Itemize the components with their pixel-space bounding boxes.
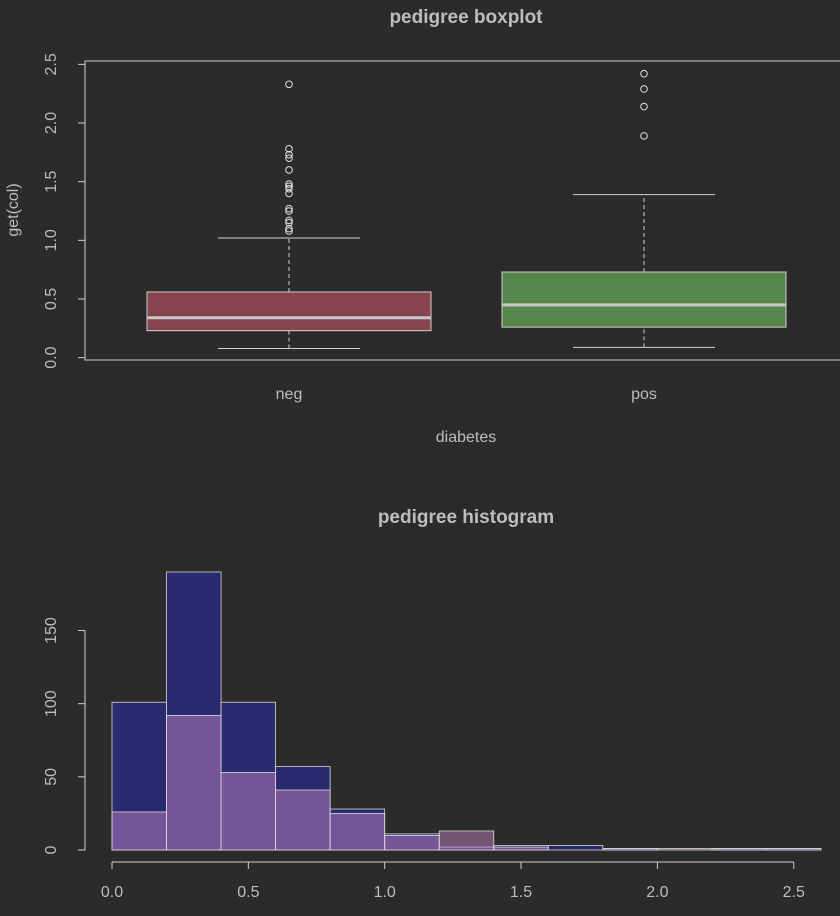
x-tick-label: 1.0: [374, 884, 396, 901]
outlier: [285, 216, 293, 225]
outlier: [285, 189, 293, 198]
y-tick-label: 0.0: [43, 346, 60, 368]
x-tick-label: 0.5: [237, 884, 259, 901]
x-tick-label: neg: [276, 386, 303, 403]
histogram-bar: [384, 834, 440, 851]
outlier: [640, 102, 648, 111]
histogram-bar: [166, 714, 222, 851]
histogram-bar: [547, 845, 604, 851]
outlier: [640, 69, 648, 78]
x-axis-label: diabetes: [436, 429, 497, 446]
histogram-bar: [111, 811, 167, 851]
y-tick-label: 0: [43, 845, 60, 854]
histogram-bar: [438, 830, 495, 851]
outlier: [285, 224, 293, 233]
histogram-bar: [275, 789, 331, 851]
outlier: [285, 145, 293, 153]
outlier: [285, 150, 293, 159]
box: [146, 291, 432, 332]
chart-title: pedigree histogram: [378, 507, 554, 528]
histogram-bar: [711, 848, 767, 851]
y-tick-label: 100: [43, 690, 60, 717]
y-tick-label: 0.5: [43, 288, 60, 310]
histogram-bar: [766, 848, 822, 851]
x-tick-label: 0.0: [101, 884, 123, 901]
outlier: [285, 180, 293, 188]
outlier: [285, 218, 293, 227]
y-axis-label: get(col): [5, 183, 22, 236]
outlier: [285, 184, 293, 193]
box: [501, 271, 787, 328]
y-tick-label: 2.0: [43, 112, 60, 134]
y-tick-label: 50: [43, 768, 60, 786]
x-tick-label: 2.0: [646, 884, 668, 901]
x-tick-label: 1.5: [510, 884, 532, 901]
outlier: [640, 132, 648, 140]
y-tick-label: 1.0: [43, 229, 60, 251]
y-tick-label: 2.5: [43, 53, 60, 75]
histogram-bar: [329, 813, 386, 851]
histogram-bar: [602, 848, 658, 851]
y-tick-label: 150: [43, 617, 60, 644]
chart-title: pedigree boxplot: [389, 7, 543, 28]
plot-frame: [84, 60, 840, 361]
histogram-bar: [656, 848, 713, 851]
histogram-bar: [493, 846, 549, 851]
outlier: [285, 204, 293, 213]
outlier: [285, 80, 293, 89]
outlier: [285, 166, 293, 174]
y-tick-label: 1.5: [43, 170, 60, 192]
x-tick-label: 2.5: [783, 884, 805, 901]
outlier: [285, 154, 293, 163]
outlier: [285, 207, 293, 215]
x-tick-label: pos: [631, 386, 657, 403]
histogram-bar: [220, 772, 277, 851]
outlier: [640, 85, 648, 93]
outlier: [285, 227, 293, 235]
